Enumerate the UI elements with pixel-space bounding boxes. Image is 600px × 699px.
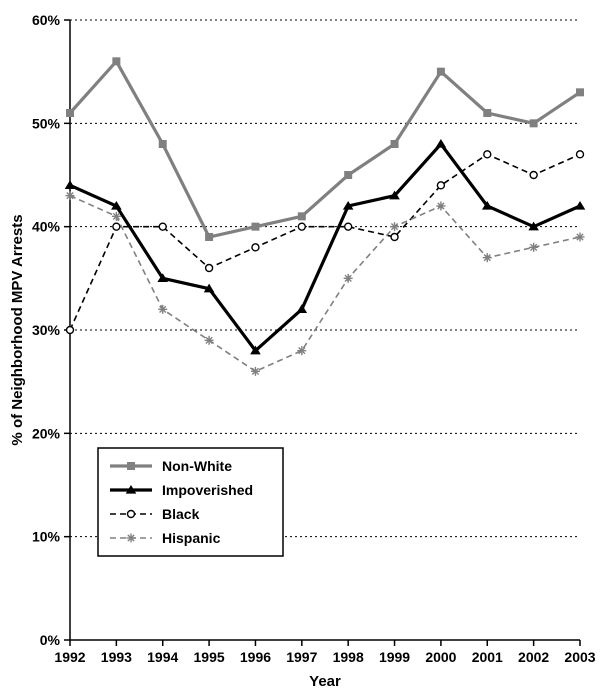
x-tick-label: 1995	[194, 649, 225, 665]
x-tick-label: 1999	[379, 649, 410, 665]
x-tick-label: 1996	[240, 649, 271, 665]
y-axis-title: % of Neighborhood MPV Arrests	[9, 214, 26, 445]
y-tick-label: 60%	[32, 12, 61, 28]
series-black	[67, 151, 584, 334]
y-tick-label: 20%	[32, 425, 61, 441]
series-hispanic	[66, 191, 585, 376]
x-tick-label: 2001	[472, 649, 503, 665]
legend-label: Impoverished	[162, 482, 253, 498]
x-tick-label: 2003	[564, 649, 595, 665]
chart-container: 0% 10% 20% 30% 40% 50% 60% 1992 1993 1994 1995 1996…	[0, 0, 600, 699]
y-tick-label: 0%	[40, 632, 61, 648]
x-tick-label: 1993	[101, 649, 132, 665]
y-tick-label: 30%	[32, 322, 61, 338]
x-tick-label: 1998	[333, 649, 364, 665]
y-tick-label: 40%	[32, 219, 61, 235]
y-tick-label: 10%	[32, 529, 61, 545]
series-impoverished	[65, 139, 586, 354]
x-tick-label: 2002	[518, 649, 549, 665]
legend: Non-White Impoverished Black Hispanic	[98, 448, 283, 556]
x-tick-label: 1994	[147, 649, 178, 665]
x-tick-label: 1992	[54, 649, 85, 665]
x-tick-label: 1997	[286, 649, 317, 665]
legend-label: Non-White	[162, 458, 232, 474]
x-tick-label: 2000	[425, 649, 456, 665]
line-chart: 0% 10% 20% 30% 40% 50% 60% 1992 1993 1994 1995 1996…	[0, 0, 600, 699]
y-tick-label: 50%	[32, 115, 61, 131]
legend-label: Black	[162, 506, 200, 522]
x-axis-title: Year	[309, 673, 341, 690]
legend-label: Hispanic	[162, 530, 221, 546]
